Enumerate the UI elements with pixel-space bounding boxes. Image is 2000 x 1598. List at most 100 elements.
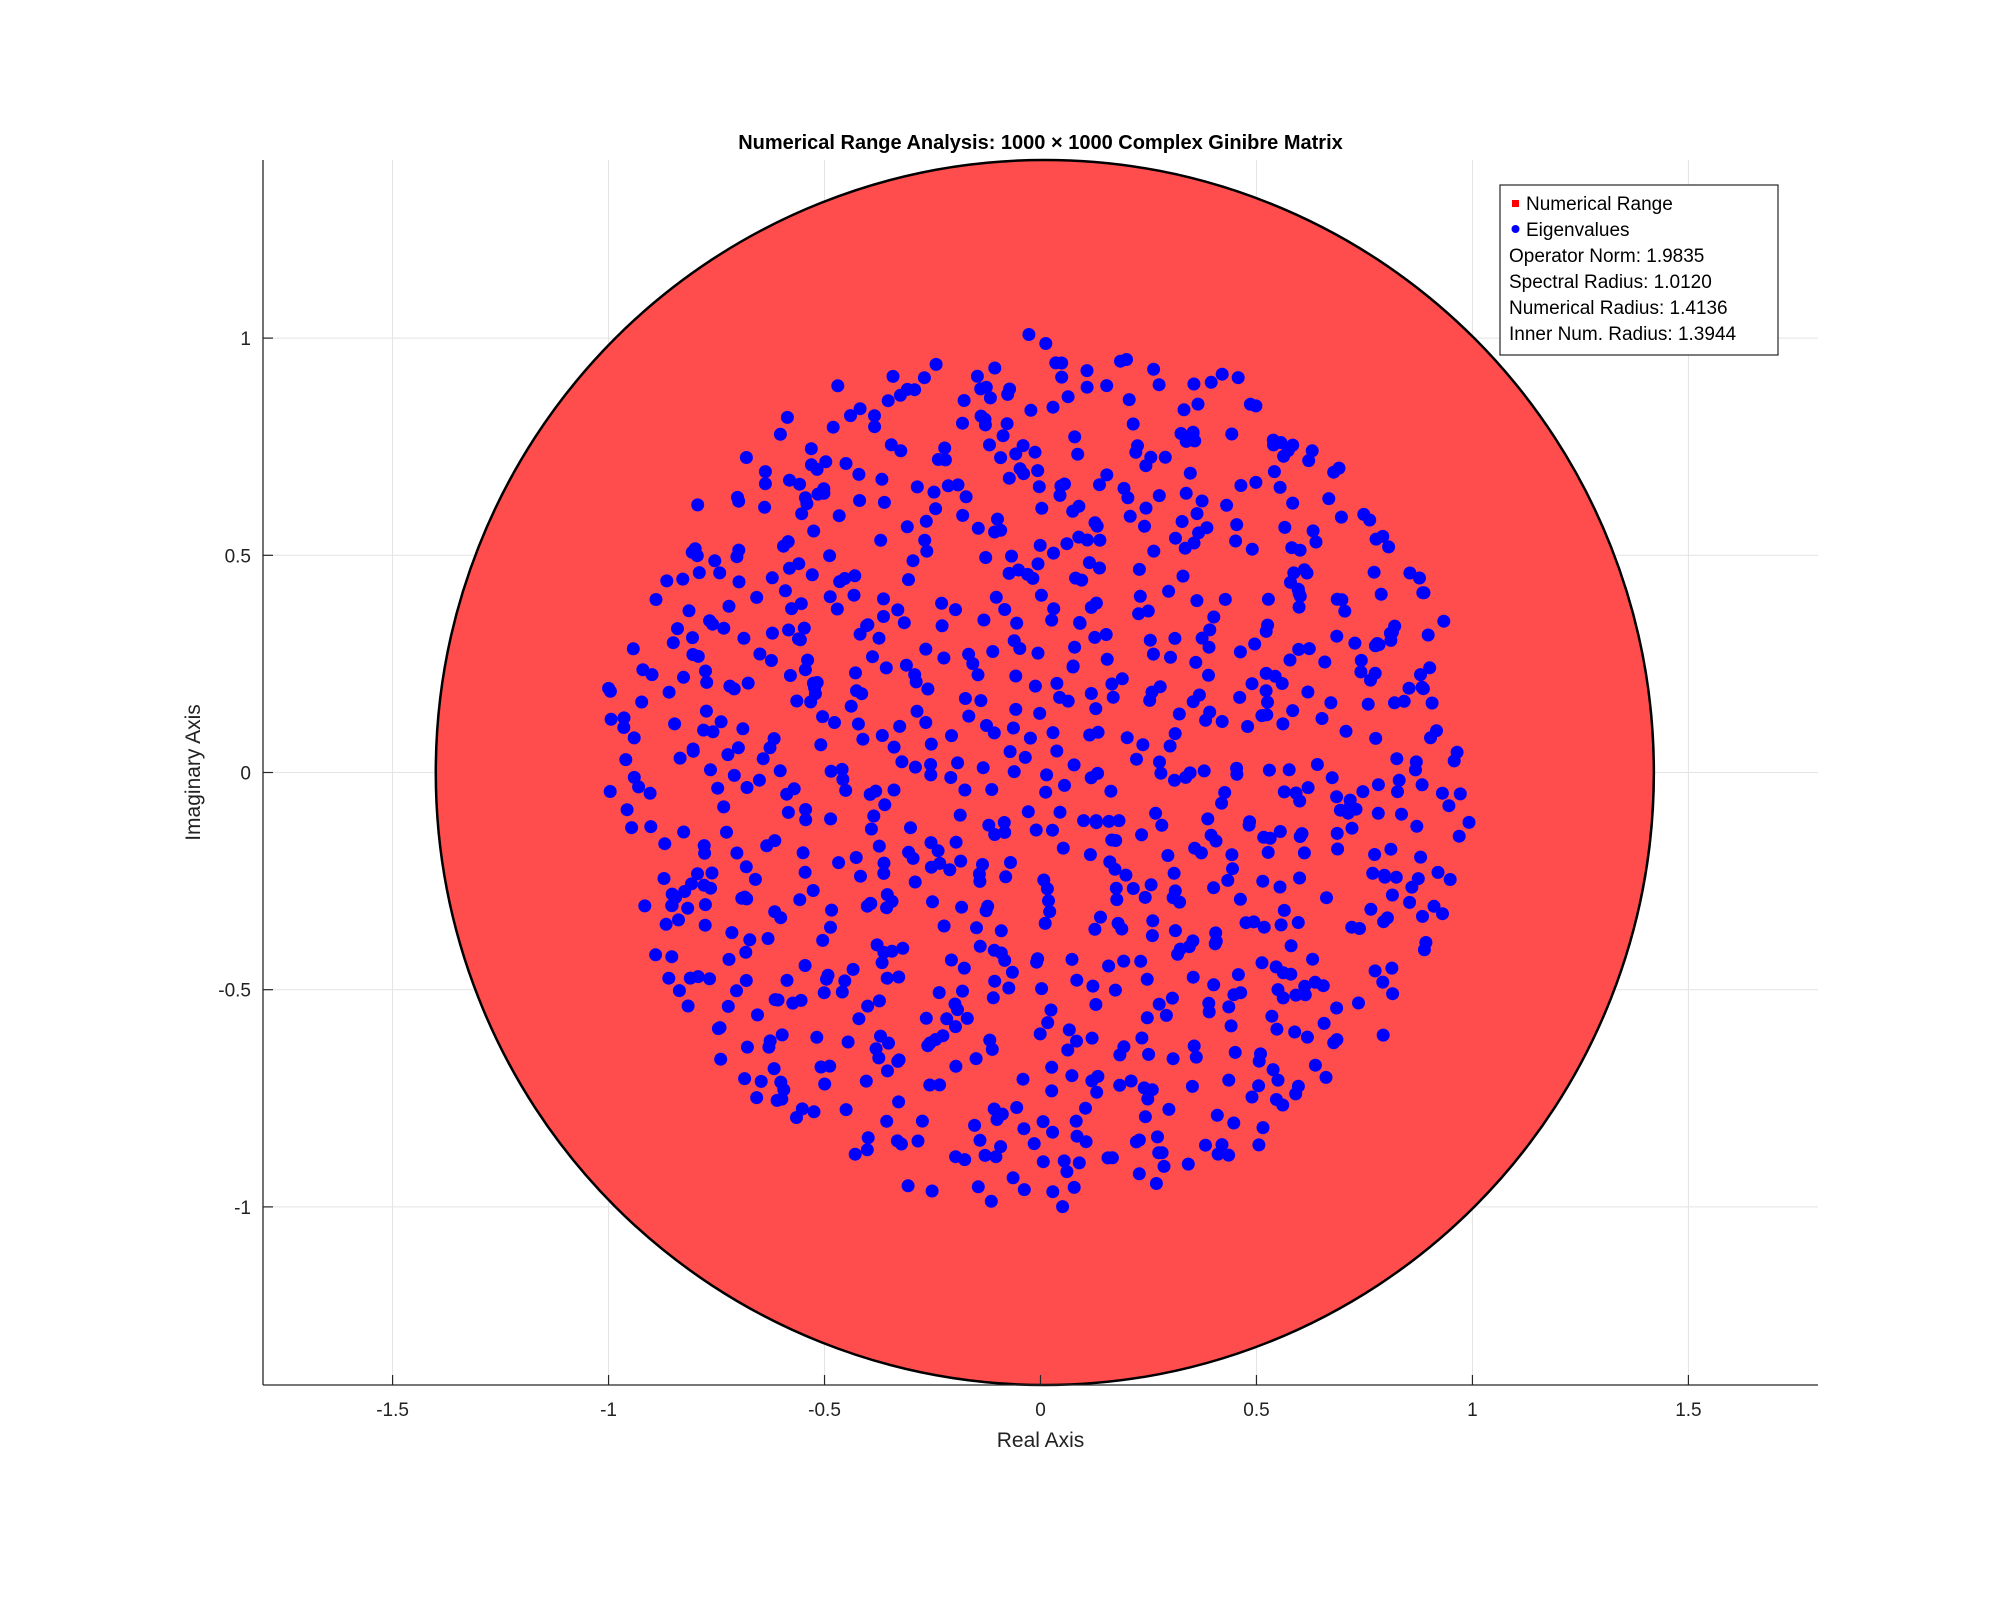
eigenvalue-point	[760, 839, 774, 853]
eigenvalue-point	[1256, 1121, 1270, 1135]
eigenvalue-point	[852, 467, 866, 481]
eigenvalue-point	[1215, 796, 1229, 810]
eigenvalue-point	[739, 945, 753, 959]
eigenvalue-point	[1031, 557, 1045, 571]
eigenvalue-point	[979, 380, 993, 394]
eigenvalue-point	[1200, 521, 1214, 535]
eigenvalue-point	[799, 813, 813, 827]
eigenvalue-point	[1276, 717, 1290, 731]
eigenvalue-point	[904, 821, 917, 835]
eigenvalue-point	[1278, 520, 1292, 534]
eigenvalue-point	[938, 453, 952, 467]
eigenvalue-point	[1036, 1155, 1050, 1169]
eigenvalue-point	[692, 566, 706, 580]
eigenvalue-point	[1274, 918, 1288, 932]
eigenvalue-point	[777, 539, 790, 553]
eigenvalue-point	[977, 613, 991, 627]
eigenvalue-point	[1017, 1122, 1031, 1136]
eigenvalue-point	[658, 837, 672, 851]
eigenvalue-point	[853, 402, 867, 416]
eigenvalue-point	[1316, 979, 1330, 993]
eigenvalue-point	[1234, 986, 1248, 1000]
eigenvalue-point	[1162, 584, 1176, 598]
eigenvalue-point	[919, 716, 933, 729]
eigenvalue-point	[867, 809, 881, 823]
eigenvalue-point	[730, 550, 744, 564]
eigenvalue-point	[790, 1111, 803, 1124]
eigenvalue-point	[877, 495, 891, 509]
eigenvalue-point	[848, 569, 862, 583]
eigenvalue-point	[991, 512, 1004, 526]
eigenvalue-point	[1391, 785, 1404, 799]
eigenvalue-point	[1261, 695, 1274, 709]
eigenvalue-point	[998, 603, 1012, 616]
eigenvalue-point	[860, 619, 874, 633]
eigenvalue-point	[730, 846, 744, 860]
eigenvalue-point	[773, 764, 787, 778]
eigenvalue-point	[849, 666, 862, 680]
eigenvalue-point	[1022, 328, 1036, 341]
eigenvalue-point	[1045, 1060, 1059, 1074]
eigenvalue-point	[880, 901, 894, 915]
eigenvalue-point	[793, 477, 807, 491]
eigenvalue-point	[978, 412, 992, 426]
eigenvalue-point	[1385, 961, 1399, 975]
eigenvalue-point	[868, 409, 881, 423]
eigenvalue-point	[686, 648, 700, 661]
eigenvalue-point	[893, 719, 907, 733]
tick-labels: -1.5 -1 -0.5 0 0.5 1 1.5 -1 -0.5 0 0.5 1	[218, 329, 1701, 1421]
eigenvalue-point	[1403, 566, 1417, 580]
eigenvalue-point	[1031, 464, 1045, 478]
eigenvalue-point	[783, 669, 797, 682]
eigenvalue-point	[1334, 510, 1348, 524]
eigenvalue-point	[1129, 1135, 1143, 1149]
eigenvalue-point	[1356, 785, 1370, 799]
eigenvalue-point	[1436, 907, 1449, 921]
eigenvalue-point	[677, 825, 691, 839]
eigenvalue-point	[780, 787, 794, 801]
eigenvalue-point	[1030, 955, 1044, 969]
eigenvalue-point	[1414, 850, 1428, 864]
eigenvalue-point	[1046, 1185, 1060, 1199]
eigenvalue-point	[1104, 784, 1118, 798]
eigenvalue-point	[1330, 826, 1344, 840]
eigenvalue-point	[604, 712, 618, 726]
eigenvalue-point	[962, 647, 976, 661]
eigenvalue-point	[736, 722, 750, 736]
eigenvalue-point	[795, 507, 809, 521]
eigenvalue-point	[657, 872, 671, 885]
eigenvalue-point	[1112, 814, 1126, 828]
eigenvalue-point	[988, 525, 1002, 539]
eigenvalue-point	[854, 869, 867, 883]
numerical-radius-annotation: Numerical Radius: 1.4136	[1509, 298, 1728, 319]
eigenvalue-point	[924, 860, 938, 874]
eigenvalue-point	[1249, 475, 1263, 489]
eigenvalue-point	[1189, 655, 1203, 669]
eigenvalue-point	[973, 1133, 987, 1147]
eigenvalue-point	[944, 953, 958, 967]
eigenvalue-point	[1352, 996, 1365, 1010]
eigenvalue-point	[1450, 745, 1464, 759]
eigenvalue-point	[697, 723, 711, 737]
eigenvalue-point	[673, 751, 687, 765]
eigenvalue-point	[816, 933, 830, 947]
eigenvalue-point	[1113, 1078, 1127, 1092]
eigenvalue-point	[1094, 910, 1107, 924]
eigenvalue-point	[1383, 626, 1397, 640]
eigenvalue-point	[1161, 849, 1175, 862]
eigenvalue-point	[1090, 1085, 1104, 1099]
eigenvalue-point	[1003, 745, 1017, 759]
eigenvalue-point	[951, 756, 965, 770]
eigenvalue-point	[713, 566, 727, 580]
y-axis-label: Imaginary Axis	[182, 704, 205, 841]
eigenvalue-point	[750, 590, 764, 604]
eigenvalue-point	[988, 361, 1002, 375]
eigenvalue-point	[1172, 707, 1186, 721]
eigenvalue-point	[720, 825, 733, 839]
eigenvalue-point	[850, 684, 863, 698]
eigenvalue-point	[830, 602, 844, 616]
eigenvalue-point	[731, 741, 745, 755]
eigenvalue-point	[1182, 940, 1196, 954]
eigenvalue-point	[1233, 690, 1247, 704]
eigenvalue-point	[1072, 1156, 1086, 1170]
